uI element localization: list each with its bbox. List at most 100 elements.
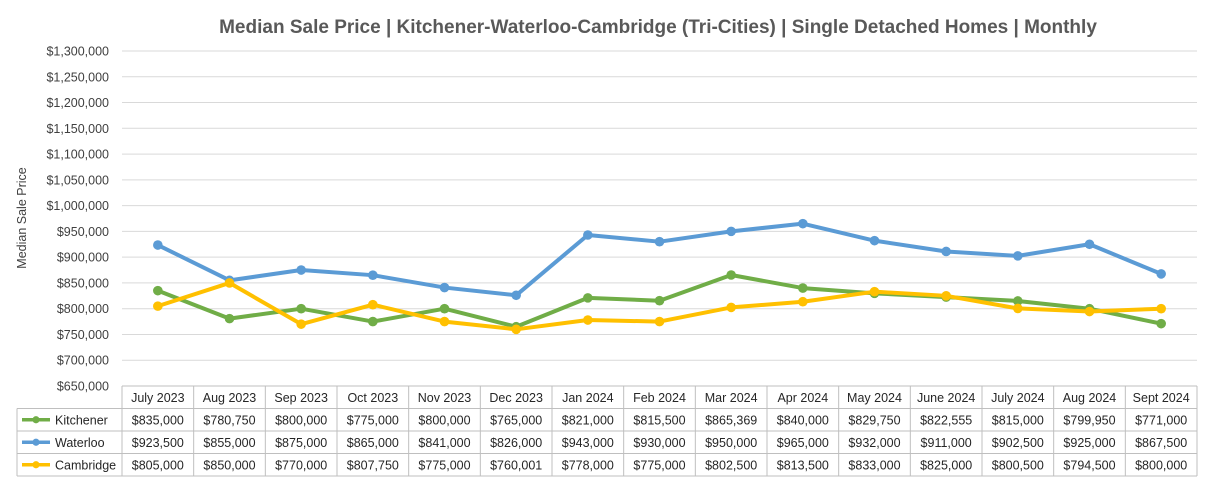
data-label: $815,500	[633, 413, 685, 427]
data-label: $825,000	[920, 458, 972, 472]
data-point	[726, 226, 736, 237]
data-label: $794,500	[1063, 458, 1115, 472]
x-tick-label: Apr 2024	[777, 391, 828, 405]
data-point	[511, 324, 521, 335]
x-tick-label: July 2023	[131, 391, 185, 405]
x-tick-label: Dec 2023	[489, 391, 543, 405]
data-point	[654, 236, 665, 247]
y-tick-label: $750,000	[57, 328, 109, 342]
data-label: $821,000	[562, 413, 614, 427]
data-point	[1013, 303, 1023, 314]
data-label: $965,000	[777, 436, 829, 450]
data-point	[1156, 269, 1166, 279]
data-label: $815,000	[992, 413, 1044, 427]
data-label: $800,000	[418, 413, 470, 427]
legend-label: Waterloo	[55, 436, 105, 450]
y-tick-label: $900,000	[57, 251, 109, 265]
series-waterloo	[153, 218, 1166, 301]
data-label: $840,000	[777, 413, 829, 427]
data-point	[296, 319, 306, 329]
series-kitchener	[153, 270, 1166, 332]
x-tick-label: May 2024	[847, 391, 902, 405]
data-label: $770,000	[275, 458, 327, 472]
data-point	[726, 302, 736, 313]
data-label: $780,750	[203, 413, 255, 427]
data-point	[941, 291, 951, 301]
y-tick-label: $800,000	[57, 302, 109, 316]
data-label: $875,000	[275, 436, 327, 450]
data-point	[153, 285, 163, 296]
data-point	[511, 290, 521, 301]
data-label: $911,000	[921, 436, 972, 450]
x-tick-label: Nov 2023	[418, 391, 472, 405]
y-tick-label: $1,000,000	[46, 199, 109, 213]
data-label: $760,001	[490, 458, 542, 472]
data-point	[654, 316, 665, 327]
data-label: $841,000	[418, 436, 470, 450]
data-label: $822,555	[920, 413, 972, 427]
data-point	[439, 303, 450, 314]
data-point	[368, 316, 378, 327]
y-tick-label: $1,250,000	[46, 70, 109, 84]
x-tick-label: Sep 2023	[274, 391, 328, 405]
data-label: $771,000	[1135, 413, 1187, 427]
data-point	[798, 283, 808, 293]
data-label: $932,000	[848, 436, 900, 450]
data-point	[583, 230, 593, 240]
data-label: $826,000	[490, 436, 542, 450]
data-table: July 2023 Aug 2023 Sep 2023 Oct 2023 Nov 202…	[16, 385, 1198, 477]
data-point	[798, 296, 808, 307]
data-label: $835,000	[132, 413, 184, 427]
x-tick-label: Aug 2024	[1063, 391, 1117, 405]
data-label: $829,750	[848, 413, 900, 427]
y-tick-label: $850,000	[57, 276, 109, 290]
data-label: $799,950	[1063, 413, 1115, 427]
data-point	[439, 316, 450, 327]
data-label: $775,000	[633, 458, 685, 472]
x-tick-label: July 2024	[991, 391, 1045, 405]
data-point	[1084, 306, 1095, 317]
y-tick-label: $700,000	[57, 354, 109, 368]
data-label: $800,000	[275, 413, 327, 427]
data-point	[224, 278, 235, 288]
data-point	[153, 301, 163, 311]
data-label: $765,000	[490, 413, 542, 427]
x-tick-label: Oct 2023	[347, 391, 398, 405]
series-line	[155, 221, 1164, 298]
data-point	[869, 286, 880, 297]
x-tick-label: Jan 2024	[562, 391, 613, 405]
legend-label: Cambridge	[55, 458, 116, 472]
x-tick-label: Mar 2024	[705, 391, 758, 405]
data-point	[1013, 296, 1023, 306]
y-tick-label: $650,000	[57, 380, 109, 394]
data-label: $833,000	[848, 458, 900, 472]
data-point	[726, 270, 736, 280]
legend-key-marker	[32, 416, 40, 424]
data-label: $865,369	[705, 413, 757, 427]
y-tick-label: $950,000	[57, 225, 109, 239]
data-label: $800,500	[992, 458, 1044, 472]
series-cambridge	[153, 278, 1166, 335]
x-tick-label: Feb 2024	[633, 391, 686, 405]
data-label: $855,000	[203, 436, 255, 450]
y-tick-label: $1,150,000	[46, 122, 109, 136]
data-label: $800,000	[1135, 458, 1187, 472]
data-point	[296, 303, 306, 314]
legend-key-marker	[32, 438, 40, 446]
data-point	[583, 315, 593, 325]
data-point	[583, 293, 593, 303]
series-lines	[153, 218, 1166, 335]
data-point	[439, 282, 450, 293]
data-label: $805,000	[132, 458, 184, 472]
data-point	[798, 218, 808, 229]
data-label: $930,000	[633, 436, 685, 450]
data-label: $775,000	[347, 413, 399, 427]
data-label: $902,500	[992, 436, 1044, 450]
legend-key-marker	[32, 461, 40, 469]
y-tick-label: $1,200,000	[46, 96, 109, 110]
legend-key-waterloo	[22, 438, 50, 446]
data-point	[941, 246, 951, 257]
data-label: $775,000	[418, 458, 470, 472]
